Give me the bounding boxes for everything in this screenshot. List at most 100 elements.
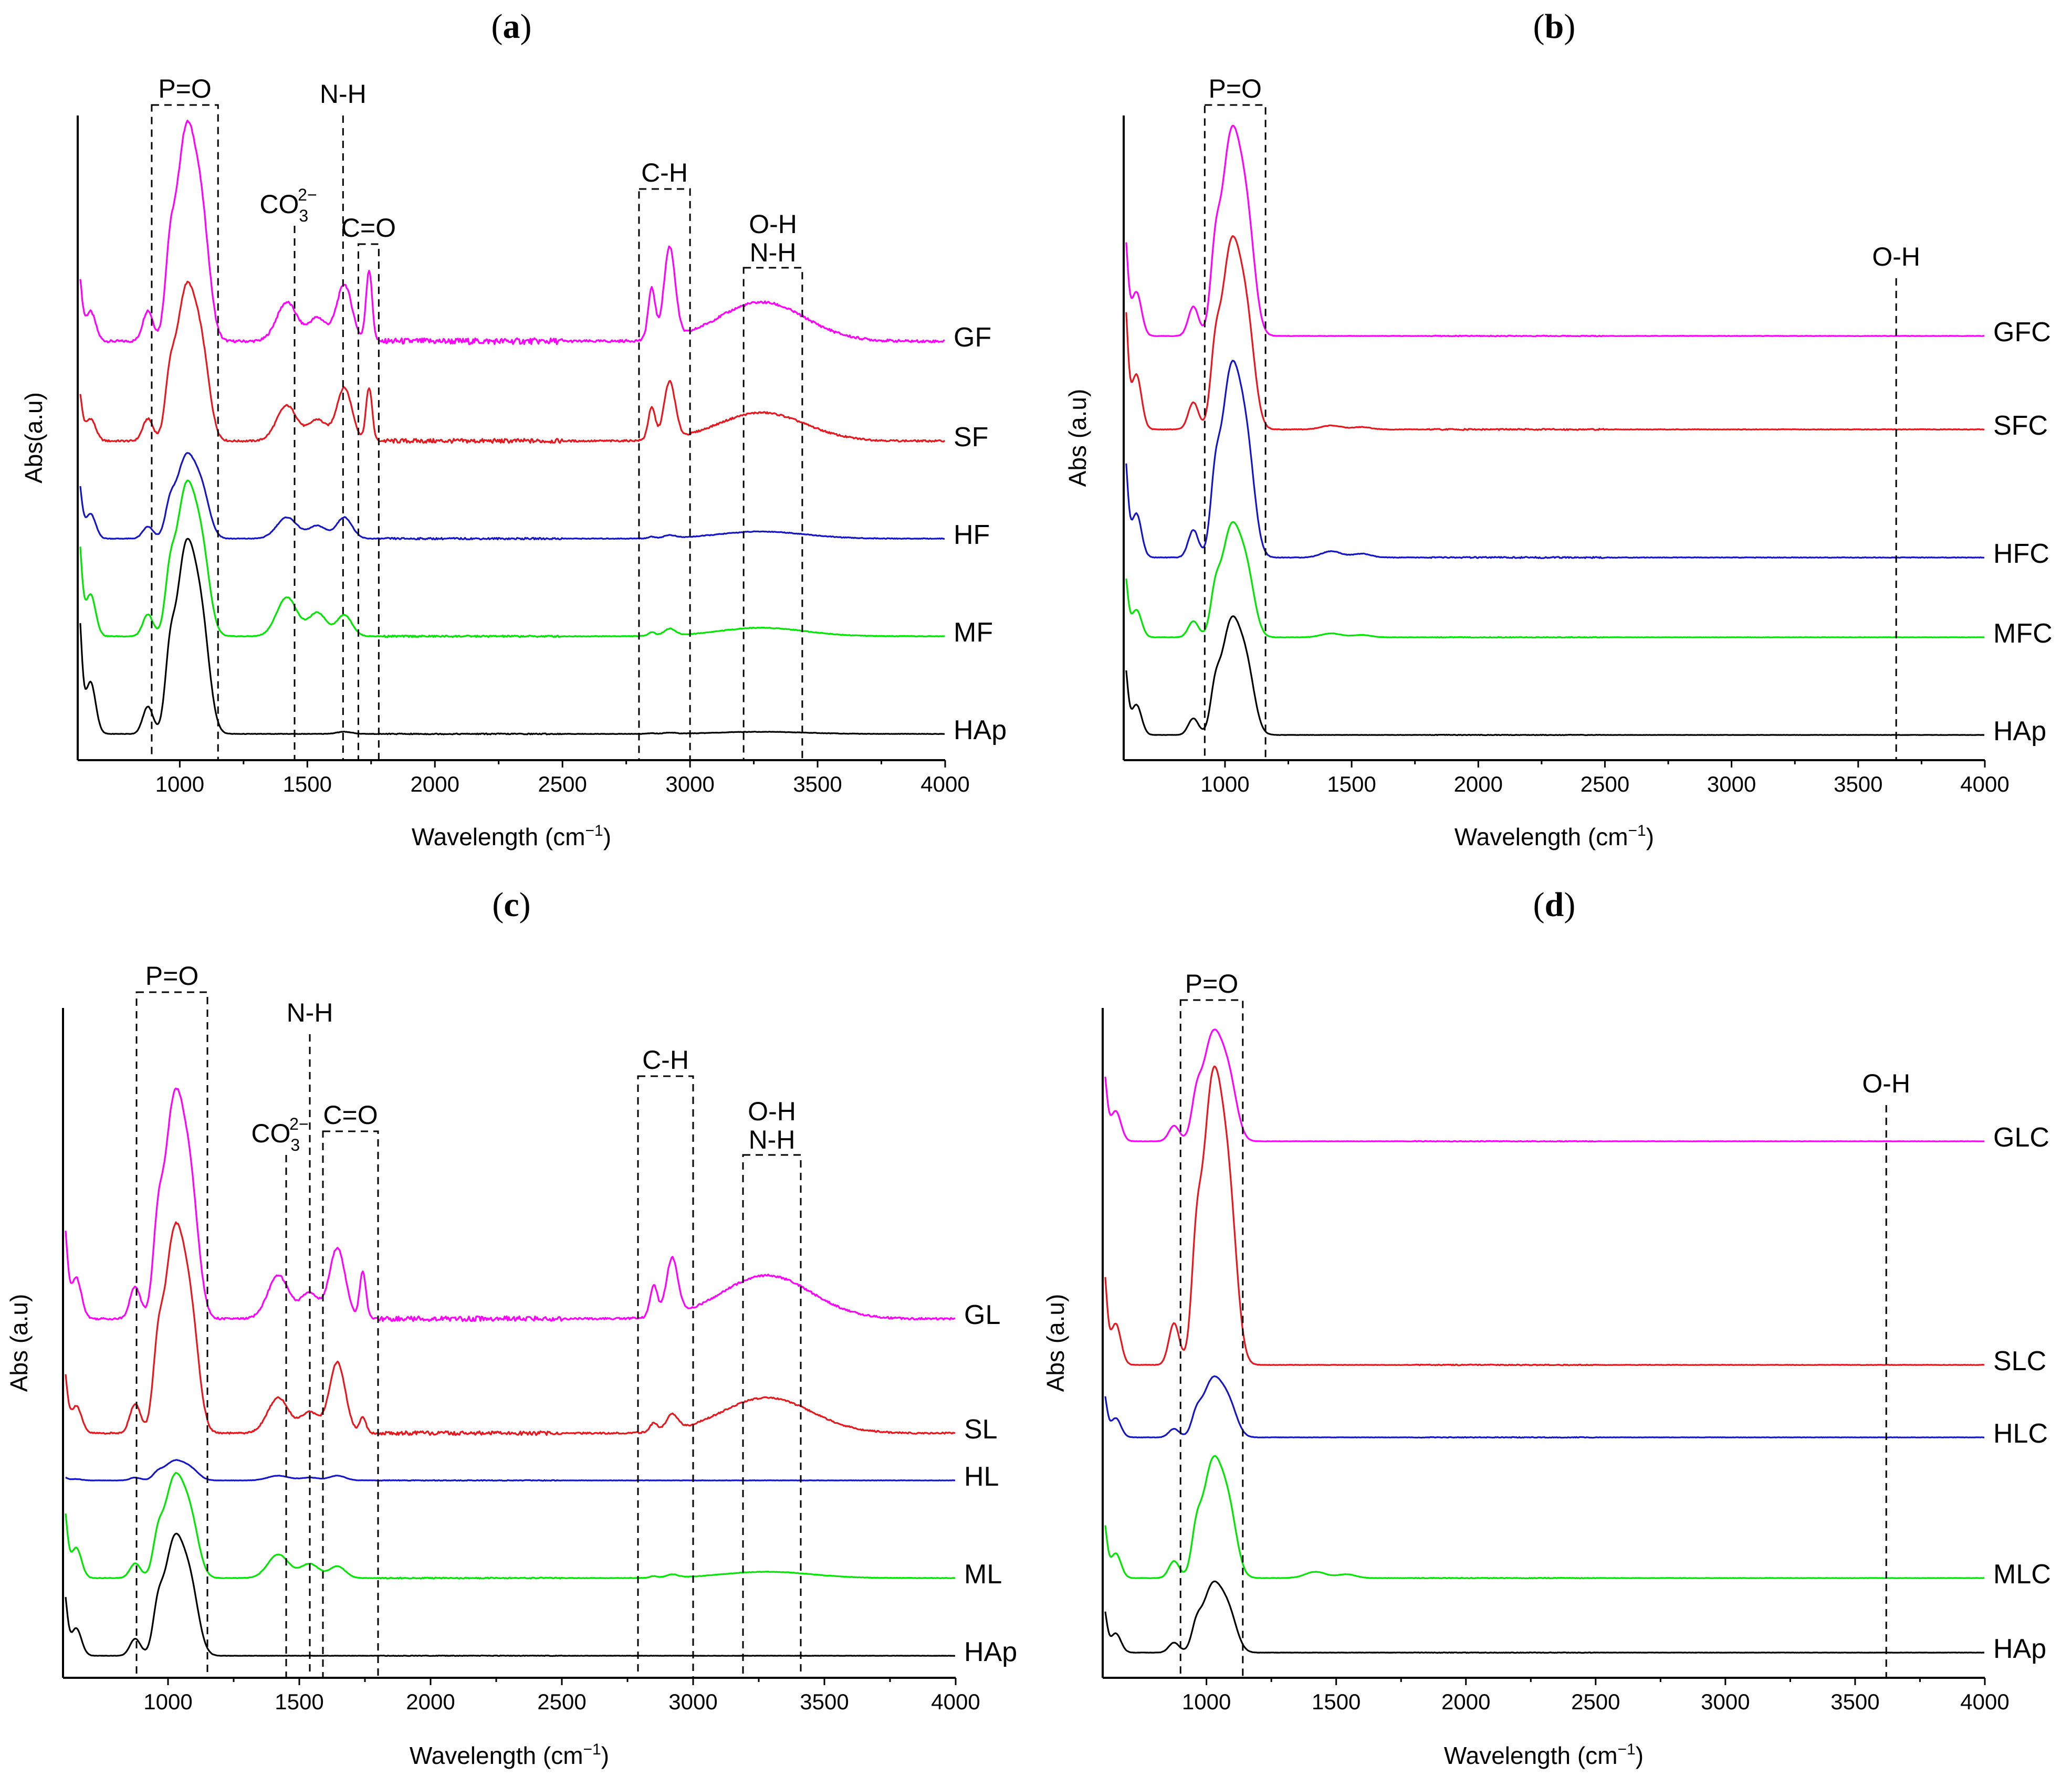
x-tick-label: 3500 (800, 1689, 849, 1714)
x-axis-title: Wavelength (cm−1) (412, 822, 611, 850)
series-HAp-label: HAp (954, 715, 1007, 745)
x-tick-label: 4000 (931, 1689, 980, 1714)
annotation-label-3: C=O (341, 213, 396, 243)
series-GF-label: GF (954, 322, 991, 353)
series-SL-label: SL (964, 1414, 998, 1445)
x-tick-label: 2000 (411, 772, 459, 796)
series-MF-label: MF (954, 617, 993, 648)
annotation-box-0 (151, 104, 219, 761)
series-HL-line (65, 1459, 956, 1482)
series-GL-label: GL (964, 1300, 1000, 1330)
series-GFC-line (1125, 124, 1985, 338)
x-axis-title-sup: −1 (583, 1741, 601, 1758)
series-HAp-label: HAp (1993, 716, 2046, 747)
annotation-label-0: P=O (1185, 969, 1238, 998)
panel-d: (d) 1000 1500 2000 2500 3000 3500 4000 Wavelengt… (1042, 886, 2051, 1769)
annotation-label-5-line2: N-H (750, 238, 797, 267)
series-SF-line (79, 280, 946, 444)
panel-b: (b) 1000 1500 2000 2500 3000 3500 4000 Wavelengt… (1064, 7, 2053, 850)
panel-label-letter: a (503, 7, 520, 46)
panel-label: (a) (491, 7, 532, 46)
series-HAp-line (1104, 1580, 1985, 1654)
series-SFC-label: SFC (1993, 411, 2048, 441)
series-HAp-line (79, 538, 945, 735)
annotation-label-sub: 3 (299, 206, 308, 225)
series-GLC-label: GLC (1993, 1122, 2049, 1153)
x-axis-title-sup: −1 (585, 822, 603, 839)
panel-label-letter: c (504, 886, 519, 924)
series-HAp-label: HAp (964, 1637, 1017, 1667)
x-tick-label: 1000 (155, 772, 204, 796)
panel-label: (b) (1533, 7, 1576, 46)
panel-c: (c) 1000 1500 2000 2500 3000 3500 4000 Wavelengt… (5, 886, 1017, 1769)
annotation-label-1: N-H (287, 998, 333, 1027)
series-MF-line (79, 479, 945, 638)
x-tick-label: 3000 (1707, 772, 1756, 796)
series-HAp-line (1125, 615, 1985, 737)
x-tick-label: 2500 (538, 772, 587, 796)
panel-a: (a) 1000 1500 2000 2500 3000 3500 4000 Wavelengt… (20, 7, 1007, 850)
y-axis-title: Abs (a.u) (1042, 1294, 1069, 1392)
y-axis-title: Abs (a.u) (5, 1294, 33, 1392)
annotation-box-5 (742, 267, 803, 761)
x-tick-label: 2500 (1581, 772, 1629, 796)
annotation-box-4 (638, 188, 691, 761)
annotation-label-1: O-H (1872, 242, 1920, 271)
x-tick-label: 2500 (1571, 1689, 1620, 1714)
series-HLC-line (1104, 1375, 1985, 1439)
series-SFC-line (1125, 235, 1985, 431)
x-tick-label: 4000 (1960, 1689, 2009, 1714)
panel-label: (d) (1533, 886, 1576, 924)
series-HAp-label: HAp (1993, 1634, 2046, 1664)
annotation-label-5-line2: N-H (749, 1125, 796, 1154)
series-GF-line (79, 120, 945, 345)
x-tick-label: 1000 (1182, 1689, 1231, 1714)
annotation-label-sub: 3 (290, 1136, 300, 1154)
series-HF-label: HF (954, 520, 990, 550)
x-tick-label: 3000 (665, 772, 714, 796)
x-axis-title: Wavelength (cm−1) (410, 1741, 609, 1769)
x-tick-label: 2000 (406, 1689, 455, 1714)
annotation-box-0 (1179, 999, 1244, 1679)
x-tick-label: 1000 (143, 1689, 192, 1714)
x-tick-label: 1500 (1327, 772, 1376, 796)
x-tick-label: 1500 (275, 1689, 323, 1714)
series-SLC-line (1104, 1065, 1985, 1366)
panel-label-letter: d (1545, 886, 1564, 924)
annotation-box-5 (742, 1154, 802, 1679)
annotation-label-sup: 2− (298, 185, 317, 204)
series-GL-line (65, 1087, 956, 1322)
x-axis-title-close: ) (603, 823, 611, 850)
x-axis-title-close: ) (601, 1742, 609, 1769)
panel-label: (c) (492, 886, 530, 924)
series-MFC-line (1125, 521, 1984, 639)
annotation-label-4: C-H (641, 158, 688, 187)
annotation-box-3 (357, 243, 380, 761)
annotation-label-5: O-H (748, 1097, 796, 1126)
x-tick-label: 3500 (1830, 1689, 1879, 1714)
x-axis-title-sup: −1 (1628, 822, 1646, 839)
x-axis-title-close: ) (1636, 1742, 1644, 1769)
x-tick-label: 1000 (1200, 772, 1249, 796)
x-tick-label: 1500 (1312, 1689, 1361, 1714)
x-tick-label: 3500 (1834, 772, 1882, 796)
y-axis-title: Abs (a.u) (1064, 389, 1091, 487)
x-tick-label: 1500 (283, 772, 332, 796)
y-axis-title: Abs(a.u) (20, 392, 47, 483)
x-axis-title-sup: −1 (1618, 1741, 1636, 1758)
annotation-label-1: O-H (1862, 1069, 1910, 1098)
x-axis-title: Wavelength (cm−1) (1454, 822, 1654, 850)
series-ML-line (65, 1471, 955, 1580)
x-tick-label: 2000 (1441, 1689, 1490, 1714)
x-tick-label: 4000 (920, 772, 969, 796)
annotation-label-3: C=O (323, 1100, 378, 1130)
series-GFC-label: GFC (1993, 317, 2051, 348)
annotation-box-4 (637, 1075, 694, 1679)
series-ML-label: ML (964, 1559, 1002, 1590)
panel-label-letter: b (1545, 7, 1564, 46)
x-tick-label: 2000 (1454, 772, 1503, 796)
series-MLC-line (1104, 1455, 1985, 1580)
annotation-label-2: CO32− (251, 1115, 308, 1154)
series-SLC-label: SLC (1993, 1346, 2046, 1376)
